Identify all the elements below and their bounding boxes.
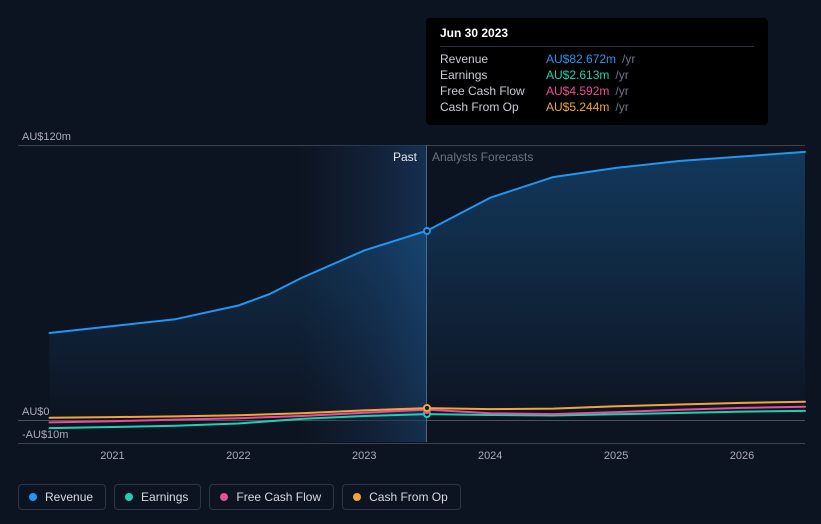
x-axis-label: 2021 xyxy=(100,450,124,462)
tooltip-row-unit: /yr xyxy=(622,52,635,66)
hover-marker-cfo xyxy=(423,404,431,412)
legend-item-label: Earnings xyxy=(141,490,188,504)
tooltip-row-key: Cash From Op xyxy=(440,100,540,114)
legend-dot-icon xyxy=(29,493,37,501)
x-axis-label: 2024 xyxy=(478,450,502,462)
chart-tooltip: Jun 30 2023 RevenueAU$82.672m/yrEarnings… xyxy=(426,18,768,125)
legend-item-label: Cash From Op xyxy=(369,490,448,504)
tooltip-row: Revenue AU$82.672m/yr xyxy=(440,51,754,67)
tooltip-row-key: Free Cash Flow xyxy=(440,84,540,98)
x-axis-label: 2026 xyxy=(730,450,754,462)
tooltip-row-unit: /yr xyxy=(615,100,628,114)
revenue-area-fill xyxy=(50,152,806,420)
legend-item-label: Revenue xyxy=(45,490,93,504)
tooltip-row: Cash From Op AU$5.244m/yr xyxy=(440,99,754,115)
tooltip-row-value: AU$4.592m xyxy=(546,84,609,98)
legend-item-fcf[interactable]: Free Cash Flow xyxy=(209,484,334,510)
tooltip-row-value: AU$2.613m xyxy=(546,68,609,82)
legend-item-revenue[interactable]: Revenue xyxy=(18,484,106,510)
tooltip-row-key: Earnings xyxy=(440,68,540,82)
tooltip-row: Free Cash Flow AU$4.592m/yr xyxy=(440,83,754,99)
x-axis-label: 2022 xyxy=(226,450,250,462)
x-axis-labels: 2021 2022 2023 2024 2025 2026 xyxy=(18,450,805,466)
chart-legend: Revenue Earnings Free Cash Flow Cash From O… xyxy=(18,484,461,510)
tooltip-row-value: AU$82.672m xyxy=(546,52,616,66)
legend-item-cfo[interactable]: Cash From Op xyxy=(342,484,461,510)
legend-dot-icon xyxy=(353,493,361,501)
x-axis-label: 2023 xyxy=(352,450,376,462)
axis-line-bottom xyxy=(18,443,805,444)
tooltip-row-unit: /yr xyxy=(615,84,628,98)
tooltip-row-value: AU$5.244m xyxy=(546,100,609,114)
tooltip-row-unit: /yr xyxy=(615,68,628,82)
legend-item-earnings[interactable]: Earnings xyxy=(114,484,201,510)
tooltip-date: Jun 30 2023 xyxy=(440,26,754,44)
legend-item-label: Free Cash Flow xyxy=(236,490,321,504)
y-axis-label: AU$120m xyxy=(22,131,71,143)
line-chart[interactable] xyxy=(18,145,805,443)
legend-dot-icon xyxy=(220,493,228,501)
tooltip-row-key: Revenue xyxy=(440,52,540,66)
hover-marker-revenue xyxy=(423,227,431,235)
legend-dot-icon xyxy=(125,493,133,501)
x-axis-label: 2025 xyxy=(604,450,628,462)
tooltip-row: Earnings AU$2.613m/yr xyxy=(440,67,754,83)
